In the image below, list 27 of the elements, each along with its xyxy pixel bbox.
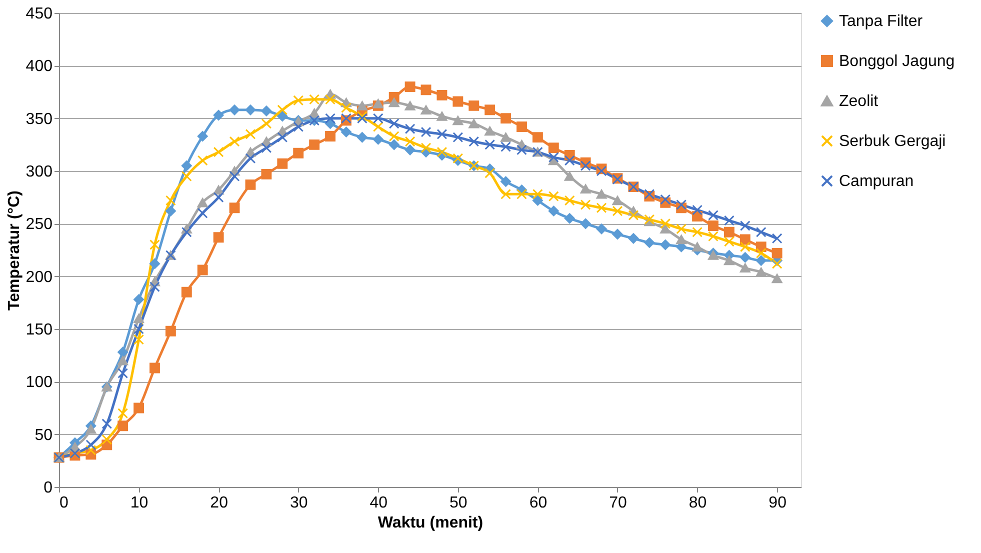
- x-tick-label: 10: [130, 494, 148, 512]
- x-tick-label: 30: [290, 494, 308, 512]
- x-tick-label: 80: [688, 494, 707, 512]
- legend-label: Serbuk Gergaji: [839, 133, 946, 150]
- y-tick-label: 50: [34, 426, 53, 444]
- y-tick-label: 350: [26, 110, 53, 128]
- legend-label: Zeolit: [839, 93, 879, 110]
- y-axis-title: Temperatur (°C): [6, 190, 23, 310]
- y-tick-label: 150: [26, 322, 53, 338]
- y-tick-label: 300: [26, 164, 53, 180]
- x-tick-label: 40: [370, 494, 388, 512]
- x-axis-title: Waktu (menit): [378, 514, 484, 532]
- legend-label: Campuran: [839, 173, 914, 190]
- legend-label: Tanpa Filter: [839, 13, 924, 30]
- y-tick-label: 100: [26, 374, 53, 392]
- x-tick-label: 20: [210, 494, 228, 512]
- y-tick-label: 250: [26, 216, 53, 234]
- y-tick-label: 400: [26, 58, 53, 76]
- x-tick-label: 60: [529, 494, 548, 512]
- x-tick-label: 0: [60, 494, 68, 512]
- y-tick-label: 200: [26, 268, 53, 286]
- y-tick-label: 0: [44, 480, 53, 496]
- y-tick-label: 450: [26, 6, 53, 22]
- legend-label: Bonggol Jagung: [839, 53, 955, 70]
- x-tick-label: 50: [450, 494, 468, 512]
- x-tick-label: 90: [768, 494, 787, 512]
- x-tick-label: 70: [609, 494, 627, 512]
